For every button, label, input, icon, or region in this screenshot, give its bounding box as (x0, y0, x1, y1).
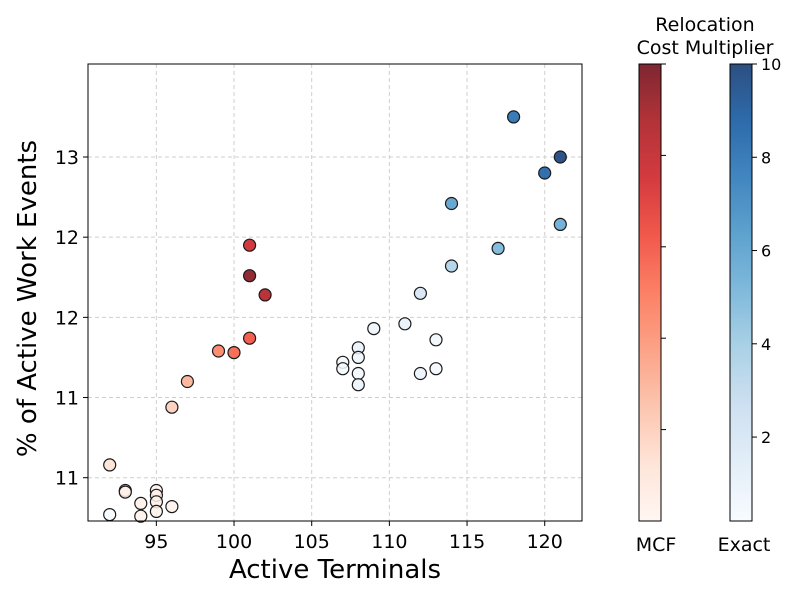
scatter-point-exact (429, 362, 443, 376)
colorbar-exact: 2 4 6 8 10 Exact (718, 55, 782, 556)
scatter-point-mcf (118, 485, 132, 499)
scatter-point-exact (351, 378, 365, 392)
scatter-point-mcf (258, 288, 272, 302)
colorbar-exact-ticks: 2 4 6 8 10 (752, 55, 781, 447)
scatter-point-mcf (243, 269, 257, 283)
scatter-point-mcf (134, 496, 148, 510)
grid-lines (88, 64, 582, 521)
colorbar-tick-label: 8 (761, 148, 771, 167)
scatter-point-exact (336, 362, 350, 376)
plot-frame (87, 63, 583, 522)
scatter-point-exact (398, 317, 412, 331)
y-tick-label: 13 (55, 147, 79, 169)
x-tick-label: 115 (449, 531, 485, 553)
scatter-point-exact (444, 196, 459, 211)
scatter-point-mcf (165, 400, 179, 414)
colorbar-exact-gradient (729, 63, 753, 522)
scatter-point-mcf (134, 509, 148, 523)
colorbar-exact-label: Exact (718, 534, 771, 556)
colorbar-tick-label: 6 (761, 242, 771, 261)
scatter-points (103, 110, 567, 523)
scatter-point-mcf (149, 504, 163, 518)
colorbar-tick-label: 10 (761, 55, 781, 74)
scatter-point-exact (351, 350, 365, 364)
scatter-point-exact (506, 110, 521, 124)
colorbar-mcf: MCF (636, 63, 677, 556)
colorbar-tick-label: 2 (761, 428, 771, 447)
x-tick-label: 95 (144, 531, 168, 553)
x-axis-label: Active Terminals (229, 555, 441, 585)
scatter-point-exact (491, 241, 505, 255)
y-tick-label: 12 (55, 307, 79, 329)
scatter-point-mcf (103, 458, 117, 472)
colorbar-title: Relocation Cost Multiplier (637, 14, 774, 59)
colorbar-mcf-ticks (661, 63, 666, 431)
scatter-point-exact (103, 507, 117, 522)
x-axis-ticks: 95 100 105 110 115 120 (144, 521, 563, 553)
x-tick-label: 120 (527, 531, 563, 553)
scatter-point-exact (413, 286, 427, 300)
colorbar-tick-label: 4 (761, 335, 771, 354)
x-tick-label: 105 (294, 531, 330, 553)
y-tick-label: 12 (55, 227, 79, 249)
scatter-point-mcf (243, 238, 257, 252)
scatter-point-mcf (180, 374, 194, 389)
colorbar-mcf-gradient (638, 63, 662, 522)
colorbar-mcf-label: MCF (636, 534, 677, 556)
scatter-point-exact (413, 366, 427, 381)
y-axis-label: % of Active Work Events (13, 140, 43, 457)
y-tick-label: 11 (55, 468, 79, 490)
scatter-point-exact (444, 259, 459, 273)
scatter-point-mcf (243, 331, 257, 345)
y-tick-label: 11 (55, 388, 79, 410)
scatter-point-exact (553, 150, 567, 164)
scatter-point-exact (351, 366, 365, 381)
scatter-point-mcf (165, 500, 179, 514)
scatter-point-exact (429, 333, 443, 347)
x-tick-label: 110 (371, 531, 407, 553)
scatter-point-exact (367, 322, 381, 336)
scatter-point-exact (538, 166, 552, 180)
scatter-point-exact (553, 217, 567, 231)
y-axis-ticks: 11 11 12 12 13 (55, 147, 88, 490)
x-tick-label: 100 (216, 531, 252, 553)
scatter-point-mcf (211, 344, 226, 358)
scatter-point-mcf (227, 346, 241, 360)
